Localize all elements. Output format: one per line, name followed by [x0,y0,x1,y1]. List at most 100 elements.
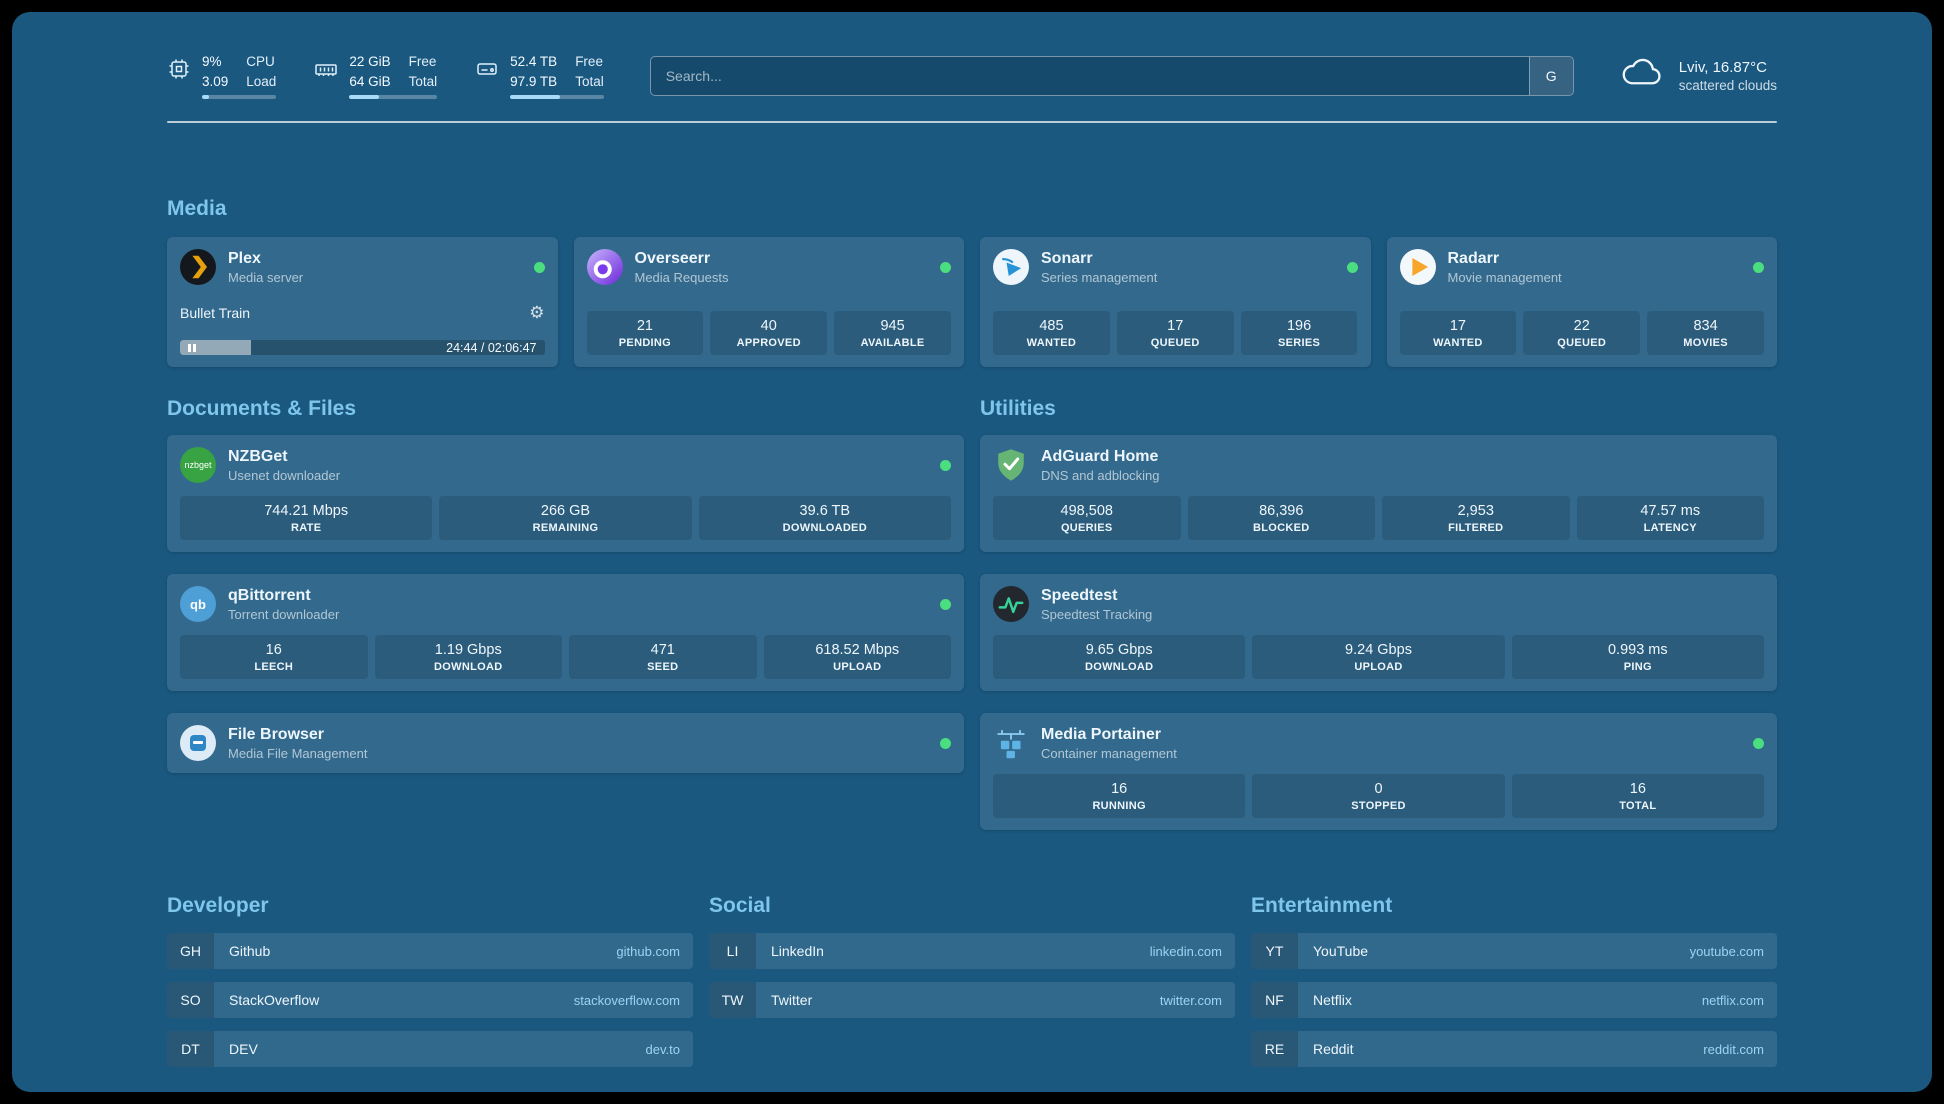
bookmark-netflix[interactable]: NF Netflix netflix.com [1251,982,1777,1019]
memory-progress-bar [349,95,438,100]
stat-label: DOWNLOADED [782,522,867,535]
bookmark-linkedin[interactable]: LI LinkedIn linkedin.com [709,933,1235,970]
service-card-radarr[interactable]: Radarr Movie management 17 WANTED 22 QUE… [1386,237,1777,368]
memory-free-value: 22 GiB [349,54,391,69]
memory-free-label: Free [408,54,437,69]
stat-value: 834 [1693,318,1718,335]
service-name: qBittorrent [228,586,311,604]
stat-value: 485 [1039,318,1064,335]
service-card-filebrowser[interactable]: File Browser Media File Management [167,713,964,774]
bookmark-name: Reddit [1313,1041,1354,1058]
stat-label: FILTERED [1448,522,1504,535]
service-card-portainer[interactable]: Media Portainer Container management 16 … [980,713,1777,831]
stat-box: 9.65 Gbps DOWNLOAD [993,635,1246,680]
cpu-widget: 9% 3.09 CPU Load [167,52,277,100]
stat-value: 471 [650,642,675,659]
bookmark-abbr: SO [167,982,214,1019]
stat-box: 22 QUEUED [1523,311,1641,356]
service-description: Media server [228,269,304,285]
stat-label: UPLOAD [833,661,882,674]
stat-label: QUEUED [1557,337,1607,350]
cpu-icon [167,57,191,81]
service-name: Speedtest [1041,586,1118,604]
search-bar: G [649,55,1574,96]
search-input[interactable] [650,56,1529,95]
stat-value: 498,508 [1060,503,1113,520]
bookmark-twitter[interactable]: TW Twitter twitter.com [709,982,1235,1019]
memory-total-value: 64 GiB [349,73,391,89]
bookmark-name: StackOverflow [229,992,320,1009]
stat-label: RATE [291,522,322,535]
stat-value: 22 [1573,318,1590,335]
disk-widget: 52.4 TB 97.9 TB Free Total [475,52,604,100]
stat-value: 618.52 Mbps [815,642,900,659]
status-dot [1753,737,1764,749]
playback-progress-bar[interactable]: 24:44 / 02:06:47 [180,340,545,356]
stat-label: WANTED [1433,337,1483,350]
stat-box: 1.19 Gbps DOWNLOAD [374,635,562,680]
bookmark-reddit[interactable]: RE Reddit reddit.com [1251,1031,1777,1068]
service-card-overseerr[interactable]: Overseerr Media Requests 21 PENDING 40 A… [573,237,964,368]
stat-label: PING [1623,661,1652,674]
stat-label: LATENCY [1643,522,1697,535]
service-card-adguard[interactable]: AdGuard Home DNS and adblocking 498,508 … [980,435,1777,553]
search-provider-button[interactable]: G [1528,56,1573,95]
stat-box: 471 SEED [569,635,757,680]
filebrowser-icon [180,725,216,762]
stat-value: 39.6 TB [799,503,851,520]
status-dot [940,598,951,610]
stat-box: 17 WANTED [1399,311,1517,356]
stat-label: WANTED [1026,337,1077,350]
stat-label: BLOCKED [1253,522,1310,535]
service-card-speedtest[interactable]: Speedtest Speedtest Tracking 9.65 Gbps D… [980,574,1777,692]
service-description: Series management [1041,269,1158,285]
playback-time: 24:44 / 02:06:47 [446,340,537,355]
bookmark-name: Netflix [1313,992,1352,1009]
service-card-qbittorrent[interactable]: qb qBittorrent Torrent downloader 16 LEE… [167,574,964,692]
stat-value: 9.65 Gbps [1085,642,1153,659]
bookmark-dev[interactable]: DT DEV dev.to [167,1031,693,1068]
dashboard-screen: 9% 3.09 CPU Load [12,12,1932,1092]
stat-box: 2,953 FILTERED [1382,496,1570,541]
cloud-icon [1620,56,1666,95]
service-description: Usenet downloader [228,467,341,483]
stat-box: 196 SERIES [1240,311,1358,356]
stat-label: PENDING [618,337,672,350]
bookmark-abbr: DT [167,1031,214,1068]
stat-label: UPLOAD [1354,661,1403,674]
stat-box: 47.57 ms LATENCY [1576,496,1764,541]
plex-icon [180,249,216,286]
bookmark-domain: netflix.com [1701,992,1764,1008]
stat-value: 86,396 [1259,503,1304,520]
status-dot [1753,261,1764,273]
section-title-developer: Developer [167,894,269,918]
status-dot [1346,261,1358,273]
service-description: DNS and adblocking [1041,467,1160,483]
stat-value: 0 [1374,781,1383,798]
portainer-icon [993,725,1029,761]
service-card-nzbget[interactable]: nzbget NZBGet Usenet downloader 744.21 M… [167,435,964,553]
service-card-sonarr[interactable]: Sonarr Series management 485 WANTED 17 Q… [980,237,1371,368]
stat-label: MOVIES [1683,337,1728,350]
service-card-plex[interactable]: Plex Media server Bullet Train ⚙ 24:44 /… [167,237,558,368]
service-name: NZBGet [228,447,288,465]
bookmark-github[interactable]: GH Github github.com [167,933,693,970]
stat-label: DOWNLOAD [434,661,503,674]
bookmark-domain: github.com [616,943,680,959]
disk-icon [475,57,499,81]
bookmark-stackoverflow[interactable]: SO StackOverflow stackoverflow.com [167,982,693,1019]
bookmark-youtube[interactable]: YT YouTube youtube.com [1251,933,1777,970]
stat-label: RUNNING [1092,800,1146,813]
stat-label: SEED [647,661,679,674]
gear-icon[interactable]: ⚙ [529,302,545,322]
service-description: Speedtest Tracking [1041,606,1153,622]
service-name: AdGuard Home [1041,447,1159,465]
stat-box: 945 AVAILABLE [834,311,951,356]
memory-icon [314,57,338,81]
stat-label: TOTAL [1619,800,1657,813]
weather-widget: Lviv, 16.87°C scattered clouds [1620,56,1777,95]
bookmark-name: YouTube [1313,943,1369,960]
stat-value: 9.24 Gbps [1345,642,1412,659]
service-name: Overseerr [634,249,711,267]
pause-button[interactable] [188,343,196,352]
